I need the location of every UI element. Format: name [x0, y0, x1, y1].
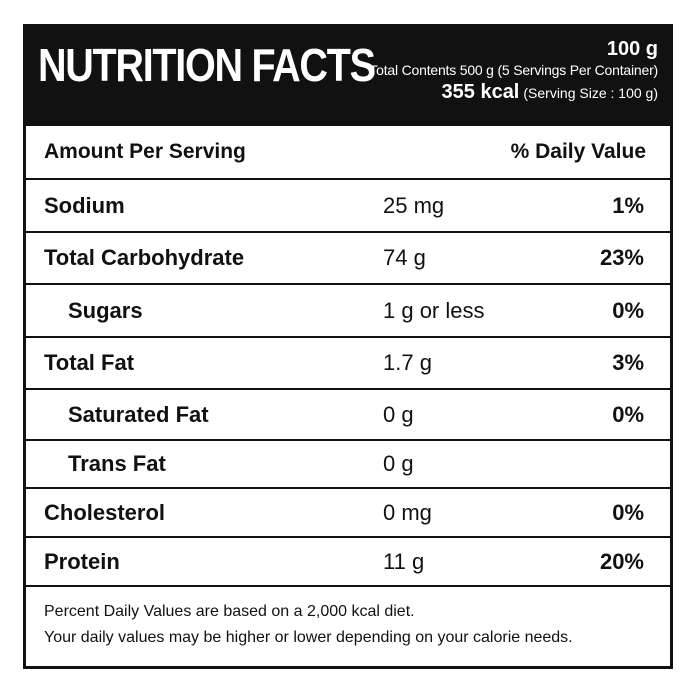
- nutrient-name: Total Fat: [44, 350, 135, 375]
- nutrient-amount: 0 g: [383, 451, 414, 476]
- nutrient-row-total-carbohydrate: Total Carbohydrate 74 g 23%: [26, 231, 670, 283]
- nutrient-name: Cholesterol: [44, 499, 166, 525]
- nutrient-row-cholesterol: Cholesterol 0 mg 0%: [26, 487, 670, 536]
- serving-size: (Serving Size : 100 g): [523, 85, 658, 101]
- energy-value: 355 kcal: [441, 81, 520, 103]
- nutrient-row-protein: Protein 11 g 20%: [26, 536, 670, 585]
- nutrient-row-total-fat: Total Fat 1.7 g 3%: [26, 336, 670, 388]
- nutrient-amount: 1 g or less: [383, 297, 485, 323]
- nutrient-daily-value: 23%: [599, 245, 644, 270]
- serving-weight: 100 g: [606, 38, 658, 60]
- nutrient-name: Total Carbohydrate: [44, 245, 245, 270]
- nutrient-name: Saturated Fat: [68, 401, 209, 427]
- nutrition-facts-label: NUTRITION FACTS 100 g Total Contents 500…: [23, 24, 673, 669]
- nutrient-amount: 74 g: [383, 245, 426, 270]
- nutrient-name: Protein: [44, 548, 120, 574]
- nutrient-amount: 1.7 g: [383, 350, 432, 375]
- energy-line: 355 kcal (Serving Size : 100 g): [369, 79, 658, 107]
- nutrient-name: Sodium: [44, 192, 125, 218]
- footnote-line: Your daily values may be higher or lower…: [44, 629, 573, 646]
- nutrient-daily-value: 3%: [612, 350, 644, 375]
- nutrient-name: Trans Fat: [68, 451, 166, 476]
- nutrient-daily-value: 0%: [612, 499, 644, 525]
- nutrient-amount: 0 g: [383, 401, 414, 427]
- footnote-line: Percent Daily Values are based on a 2,00…: [44, 603, 415, 620]
- nutrient-daily-value: 0%: [612, 297, 644, 323]
- footnote: Percent Daily Values are based on a 2,00…: [44, 599, 573, 651]
- nutrient-row-sodium: Sodium 25 mg 1%: [26, 178, 670, 231]
- nutrient-name: Sugars: [68, 297, 143, 323]
- nutrient-daily-value: 0%: [612, 401, 644, 427]
- daily-value-header: % Daily Value: [510, 140, 646, 163]
- nutrient-daily-value: 1%: [612, 192, 644, 218]
- nutrient-amount: 0 mg: [383, 499, 432, 525]
- label-header: NUTRITION FACTS 100 g Total Contents 500…: [26, 27, 670, 126]
- nutrient-amount: 11 g: [383, 548, 425, 574]
- amount-per-serving-header: Amount Per Serving: [44, 140, 246, 163]
- nutrient-row-trans-fat: Trans Fat 0 g: [26, 439, 670, 487]
- total-contents: Total Contents 500 g (5 Servings Per Con…: [369, 62, 658, 78]
- nutrient-row-saturated-fat: Saturated Fat 0 g 0%: [26, 388, 670, 439]
- nutrient-row-sugars: Sugars 1 g or less 0%: [26, 283, 670, 336]
- table-header-row: Amount Per Serving % Daily Value: [26, 126, 670, 178]
- footnote-section: Percent Daily Values are based on a 2,00…: [26, 585, 670, 666]
- label-title: NUTRITION FACTS: [38, 39, 376, 91]
- serving-info: 100 g Total Contents 500 g (5 Servings P…: [369, 37, 658, 107]
- nutrient-daily-value: 20%: [599, 548, 644, 574]
- nutrient-amount: 25 mg: [383, 192, 445, 218]
